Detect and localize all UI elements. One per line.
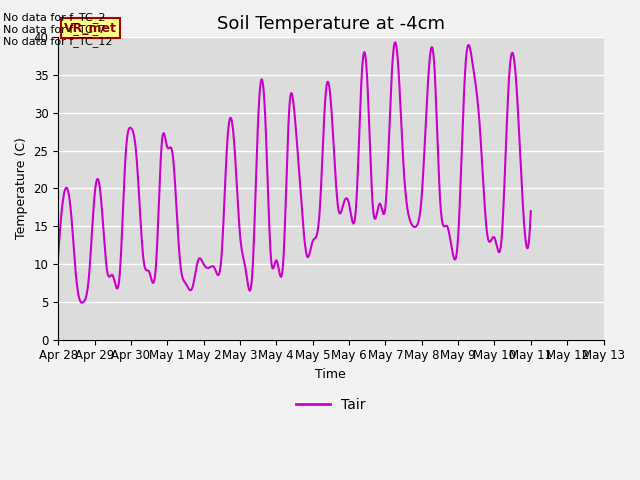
Legend: Tair: Tair: [290, 392, 372, 418]
Text: VR_met: VR_met: [64, 22, 116, 35]
Title: Soil Temperature at -4cm: Soil Temperature at -4cm: [217, 15, 445, 33]
Text: No data for f_TC_12: No data for f_TC_12: [3, 36, 113, 47]
Text: No data for f_TC_7: No data for f_TC_7: [3, 24, 106, 35]
Text: No data for f_TC_2: No data for f_TC_2: [3, 12, 106, 23]
X-axis label: Time: Time: [316, 368, 346, 381]
Y-axis label: Temperature (C): Temperature (C): [15, 138, 28, 240]
